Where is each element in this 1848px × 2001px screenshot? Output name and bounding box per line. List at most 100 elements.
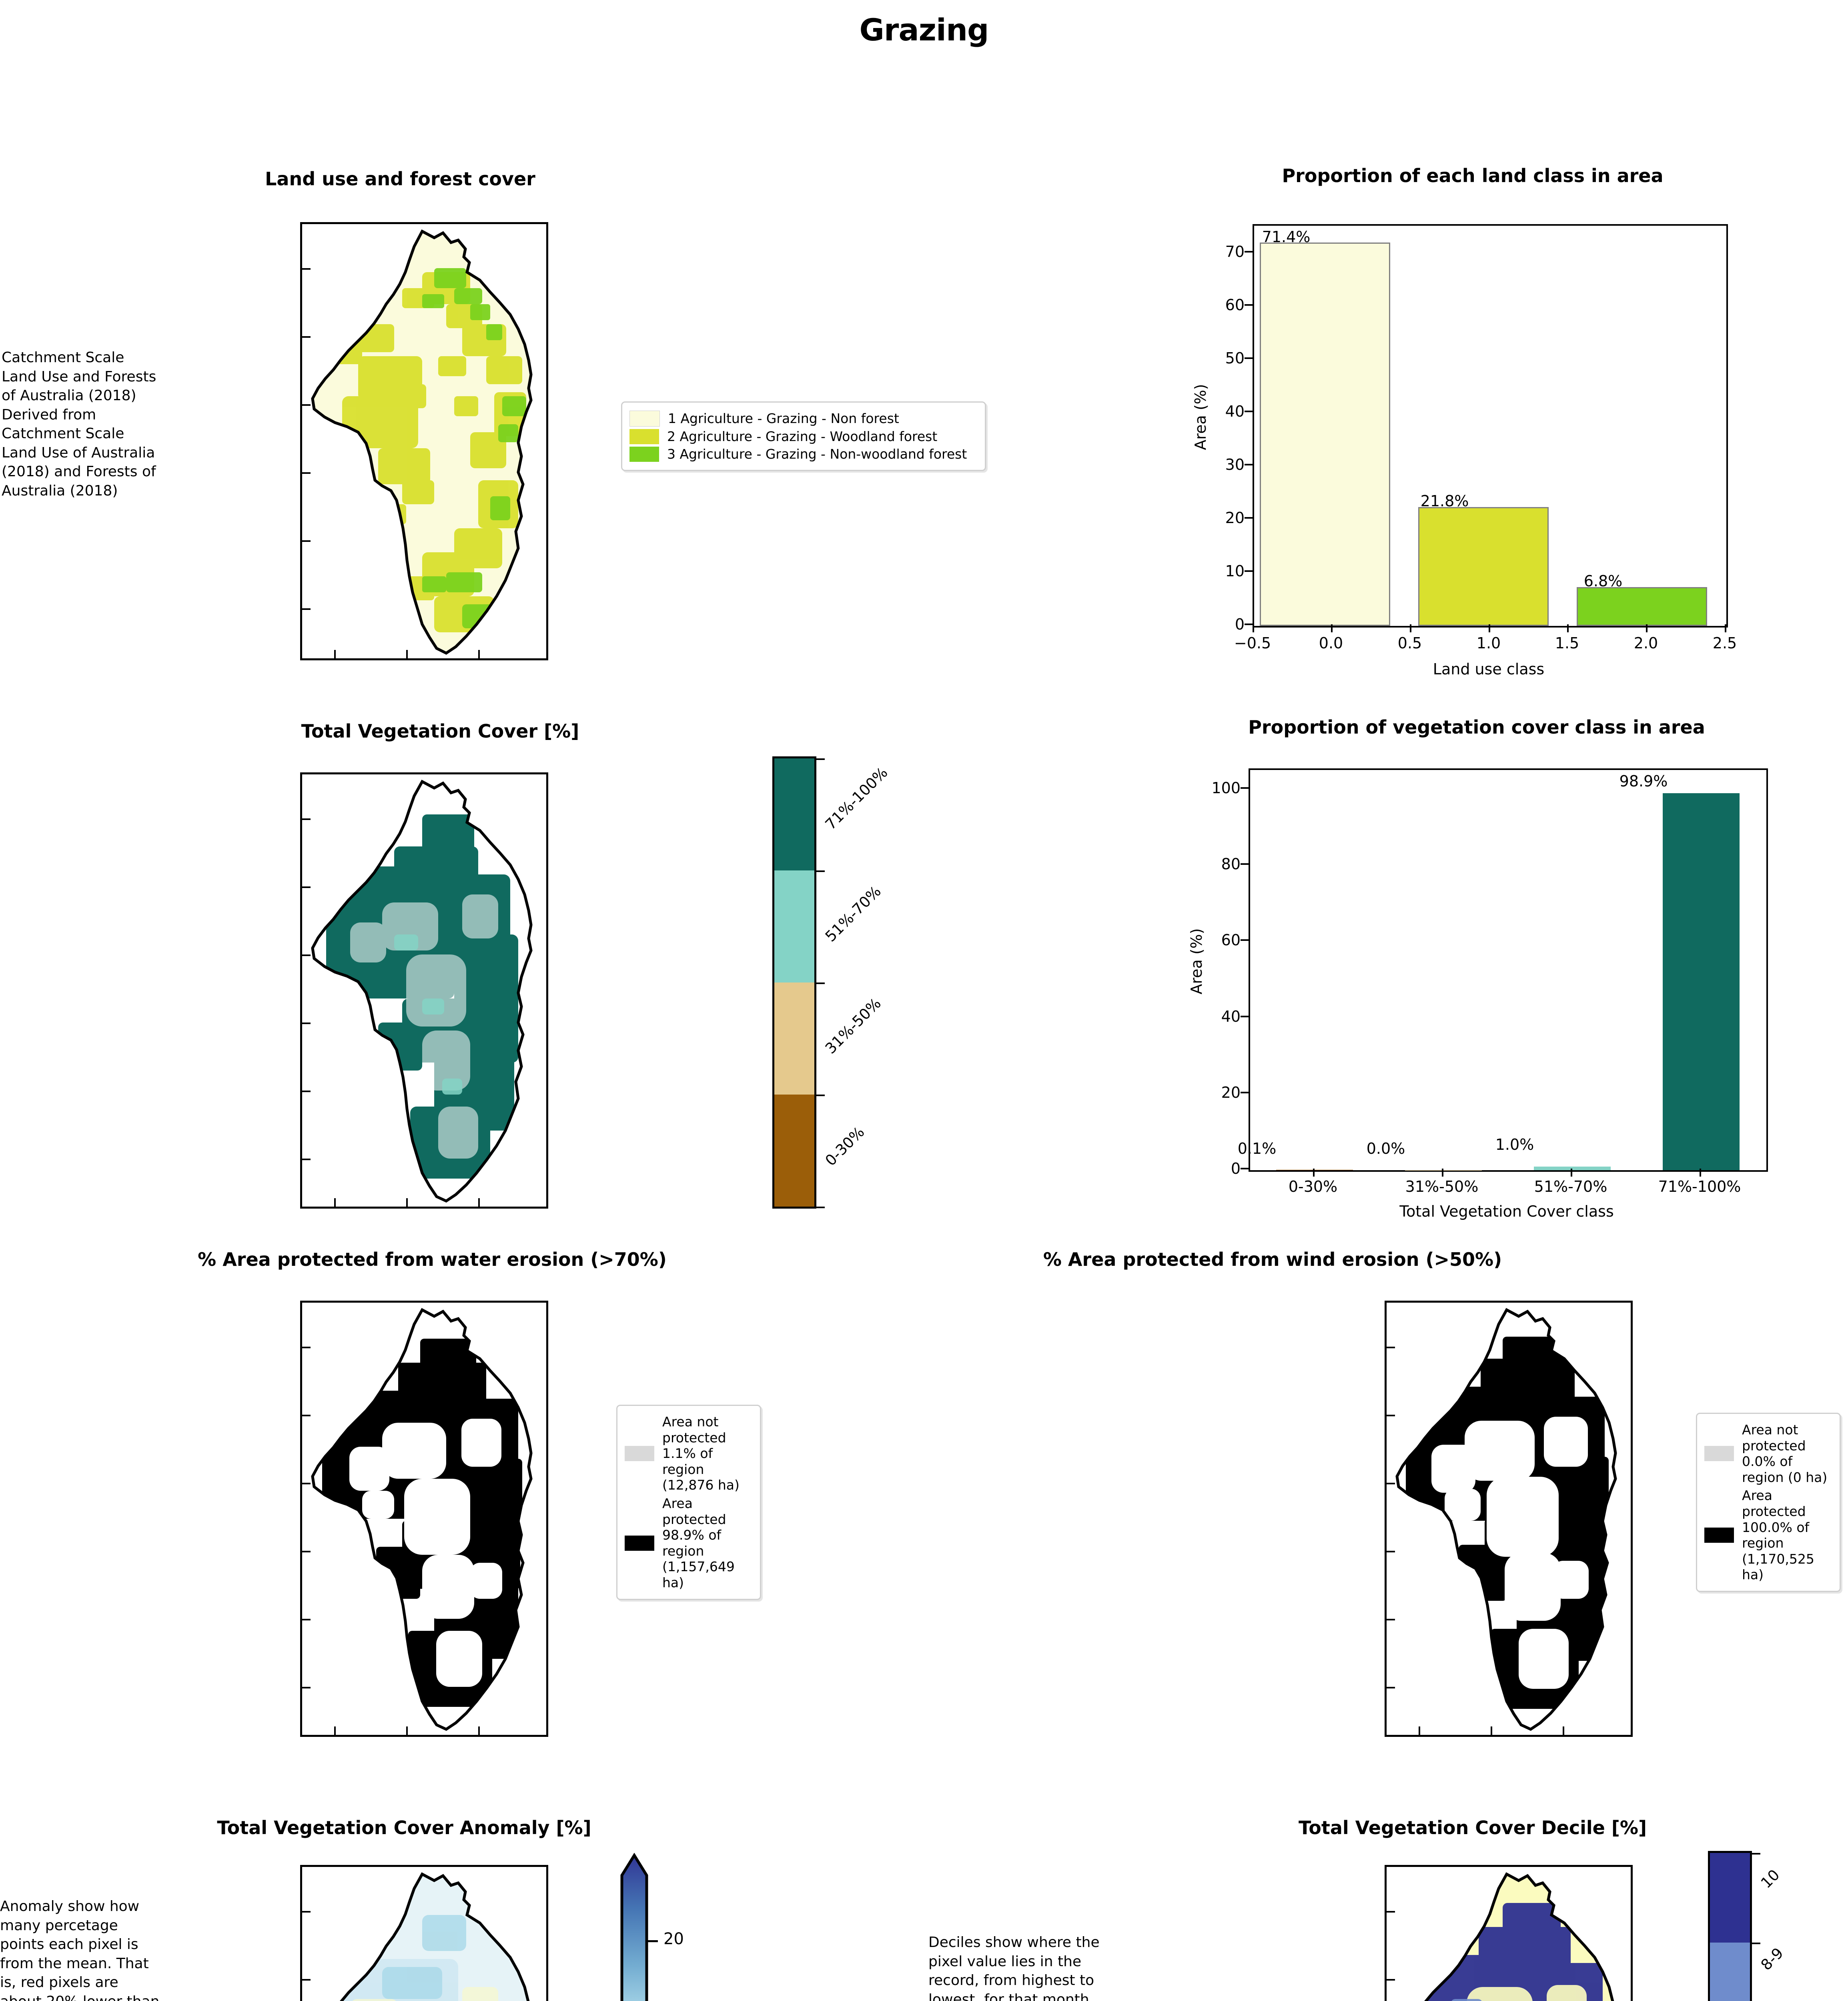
landuse-source-note: Catchment Scale Land Use and Forests of … [2, 349, 156, 499]
anomaly-note: Anomaly show how many percetage points e… [0, 1898, 159, 2001]
legend-item[interactable]: 2 Agriculture - Grazing - Woodland fores… [629, 429, 978, 444]
y-tick-5: 50 [1225, 349, 1245, 367]
x-tick-6: 2.5 [1712, 634, 1737, 652]
legend-label: 2 Agriculture - Grazing - Woodland fores… [667, 429, 938, 445]
y-tick-5: 100 [1211, 779, 1241, 797]
legend-label: Area protected 100.0% of region (1,170,5… [1742, 1488, 1814, 1583]
legend-label: Area not protected 0.0% of region (0 ha) [1742, 1422, 1828, 1485]
legend-item[interactable]: Area protected 100.0% of region (1,170,5… [1704, 1488, 1832, 1583]
legend-swatch-woodland [629, 429, 659, 444]
wind-erosion-map-legend[interactable]: Area not protected 0.0% of region (0 ha)… [1696, 1413, 1841, 1592]
page-title: Grazing [859, 12, 989, 48]
vegcover-map[interactable] [300, 772, 548, 1209]
legend-swatch-nonwoodland [629, 447, 659, 462]
bar-value-label-2: 1.0% [1495, 1136, 1534, 1153]
bar-value-label-2: 6.8% [1583, 572, 1623, 590]
y-tick-0: 0 [1231, 1160, 1241, 1177]
y-tick-0: 0 [1235, 616, 1245, 633]
decile-map[interactable] [1385, 1865, 1633, 2001]
anomaly-map[interactable] [300, 1865, 548, 2001]
bar-landclass-0[interactable] [1260, 243, 1390, 626]
anomaly-map-title: Total Vegetation Cover Anomaly [%] [217, 1817, 591, 1839]
vegclass-chart[interactable]: Proportion of vegetation cover class in … [1152, 712, 1801, 1233]
landuse-map-raster [311, 229, 533, 655]
x-tick-0: −0.5 [1234, 634, 1271, 652]
landclass-chart-title: Proportion of each land class in area [1282, 165, 1664, 186]
colorbar-label-51-70: 51%-70% [822, 882, 884, 945]
y-tick-7: 70 [1225, 243, 1245, 261]
legend-swatch-not-protected [625, 1446, 654, 1461]
decile-label-10: 10 [1757, 1866, 1783, 1892]
anomaly-tick-20: 20 [663, 1930, 684, 1948]
anomaly-colorbar[interactable]: 20 10 0 −10 −20 [616, 1853, 684, 2001]
colorbar-seg-0-30 [774, 1095, 814, 1207]
legend-swatch-nonforest [629, 411, 660, 427]
y-tick-3: 60 [1221, 931, 1241, 949]
wind-erosion-map[interactable] [1385, 1301, 1633, 1737]
wind-erosion-map-title: % Area protected from wind erosion (>50%… [1043, 1249, 1502, 1270]
legend-swatch-not-protected [1704, 1446, 1734, 1462]
vegclass-plot-area [1249, 768, 1768, 1172]
decile-note: Deciles show where the pixel value lies … [928, 1934, 1100, 2001]
vegclass-chart-title: Proportion of vegetation cover class in … [1248, 716, 1705, 738]
x-tick-0-30: 0-30% [1288, 1178, 1338, 1195]
legend-item[interactable]: Area not protected 0.0% of region (0 ha) [1704, 1422, 1832, 1485]
water-erosion-map-legend[interactable]: Area not protected 1.1% of region (12,87… [616, 1405, 761, 1600]
decile-label-8-9: 8-9 [1757, 1944, 1787, 1974]
y-tick-1: 20 [1221, 1084, 1241, 1101]
anomaly-map-raster [313, 1872, 531, 2001]
legend-label: Area not protected 1.1% of region (12,87… [662, 1414, 740, 1493]
x-tick-1: 0.0 [1319, 634, 1343, 652]
bar-value-label-1: 0.0% [1366, 1140, 1405, 1157]
landuse-map[interactable] [300, 222, 548, 660]
colorbar-label-71-100: 71%-100% [822, 764, 891, 833]
colorbar-label-31-50: 31%-50% [822, 994, 884, 1057]
decile-map-raster [1397, 1872, 1615, 2001]
y-tick-6: 60 [1225, 296, 1245, 314]
y-tick-1: 10 [1225, 562, 1245, 580]
bar-landclass-1[interactable] [1418, 507, 1549, 626]
bar-vegclass-3[interactable] [1663, 793, 1740, 1170]
bar-vegclass-1[interactable] [1405, 1170, 1482, 1171]
colorbar-label-0-30: 0-30% [822, 1123, 868, 1169]
x-tick-2: 0.5 [1397, 634, 1422, 652]
legend-item[interactable]: 3 Agriculture - Grazing - Non-woodland f… [629, 447, 978, 462]
legend-item[interactable]: 1 Agriculture - Grazing - Non forest [629, 411, 978, 427]
bar-value-label-0: 0.1% [1237, 1140, 1277, 1157]
vegcover-colorbar[interactable]: 71%-100% 51%-70% 31%-50% 0-30% [772, 756, 891, 1209]
colorbar-seg-31-50 [774, 982, 814, 1095]
colorbar-seg-51-70 [774, 870, 814, 982]
vegcover-map-title: Total Vegetation Cover [%] [301, 720, 579, 742]
legend-item[interactable]: Area protected 98.9% of region (1,157,64… [625, 1496, 753, 1591]
x-tick-51-70: 51%-70% [1534, 1178, 1607, 1195]
colorbar-seg-71-100 [774, 758, 814, 870]
landuse-map-legend[interactable]: 1 Agriculture - Grazing - Non forest 2 A… [621, 401, 986, 471]
bar-value-label-0: 71.4% [1262, 228, 1311, 246]
y-tick-4: 80 [1221, 855, 1241, 873]
legend-label: Area protected 98.9% of region (1,157,64… [662, 1495, 735, 1590]
legend-swatch-protected [625, 1535, 654, 1551]
vegcover-map-raster [311, 780, 533, 1203]
anomaly-colorbar-gradient [620, 1853, 648, 2001]
y-tick-2: 40 [1221, 1008, 1241, 1025]
decile-colorbar[interactable]: 10 8-9 4-7 2-3 1 [1708, 1851, 1787, 2001]
bar-value-label-3: 98.9% [1619, 772, 1668, 790]
landuse-map-title: Land use and forest cover [265, 168, 535, 190]
landclass-x-axis-label: Land use class [1433, 660, 1545, 678]
colorbar-seg-10 [1710, 1853, 1750, 1943]
legend-item[interactable]: Area not protected 1.1% of region (12,87… [625, 1414, 753, 1493]
y-tick-2: 20 [1225, 509, 1245, 527]
decile-map-title: Total Vegetation Cover Decile [%] [1298, 1817, 1647, 1839]
water-erosion-map-title: % Area protected from water erosion (>70… [198, 1249, 667, 1270]
landclass-plot-area [1253, 224, 1728, 628]
x-tick-5: 2.0 [1634, 634, 1658, 652]
water-erosion-map[interactable] [300, 1301, 548, 1737]
landclass-chart[interactable]: Proportion of each land class in area 71… [1152, 160, 1793, 692]
bar-vegclass-2[interactable] [1534, 1166, 1611, 1170]
legend-label: 3 Agriculture - Grazing - Non-woodland f… [667, 446, 967, 462]
y-tick-4: 40 [1225, 403, 1245, 420]
wind-erosion-map-raster [1395, 1308, 1617, 1731]
x-tick-3: 1.0 [1476, 634, 1501, 652]
bar-landclass-2[interactable] [1577, 587, 1707, 626]
x-tick-4: 1.5 [1555, 634, 1579, 652]
